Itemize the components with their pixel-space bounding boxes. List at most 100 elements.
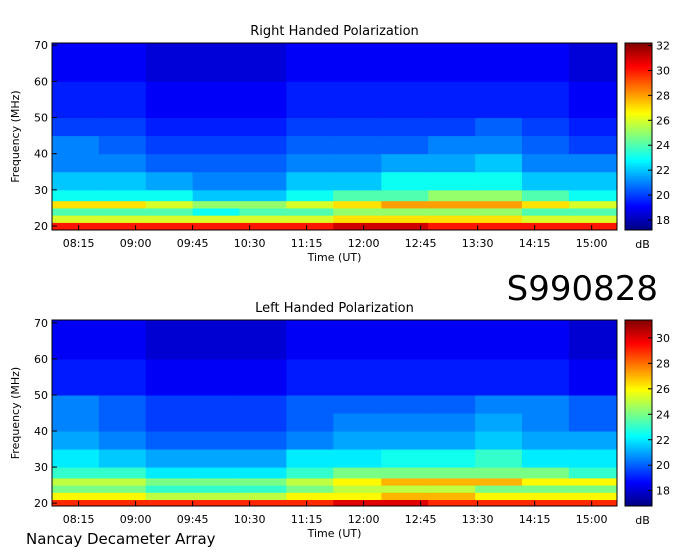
- colorbar-step: [625, 166, 652, 170]
- heat-cell: [192, 477, 240, 486]
- x-tick-label: 11:15: [291, 237, 323, 250]
- heat-cell: [52, 189, 100, 202]
- heat-cell: [475, 171, 523, 191]
- colorbar-tick-label: 26: [656, 383, 670, 396]
- heat-cell: [475, 189, 523, 202]
- colorbar-step: [625, 461, 652, 465]
- heat-cell: [52, 215, 100, 223]
- heat-cell: [286, 467, 334, 479]
- colorbar-frame: [624, 42, 653, 231]
- colorbar-step: [625, 68, 652, 72]
- heat-cell: [192, 171, 240, 191]
- heat-cell: [192, 431, 240, 450]
- heat-cell: [521, 431, 570, 450]
- colorbar-step: [625, 396, 652, 400]
- heat-cell: [286, 449, 334, 468]
- colorbar-step: [625, 361, 652, 365]
- heat-cell: [192, 492, 240, 501]
- colorbar-step: [625, 71, 652, 74]
- heat-cell: [475, 485, 523, 493]
- heat-cell: [52, 449, 100, 468]
- heat-cell: [521, 222, 570, 231]
- heat-cell: [239, 358, 287, 396]
- x-tick-label: 13:30: [462, 513, 494, 526]
- colorbar-step: [625, 424, 652, 428]
- heat-cell: [475, 135, 523, 155]
- heat-cell: [521, 358, 570, 396]
- heat-cell: [428, 431, 476, 450]
- heat-cell: [52, 153, 100, 173]
- x-tick-label: 13:30: [462, 237, 494, 250]
- colorbar-step: [625, 478, 652, 481]
- colorbar-step: [625, 99, 652, 102]
- colorbar-step: [625, 347, 652, 351]
- y-tick-label: 50: [34, 112, 48, 125]
- colorbar-step: [625, 382, 652, 386]
- heat-cell: [475, 477, 523, 486]
- heat-cell: [381, 215, 429, 223]
- colorbar-step: [625, 176, 652, 180]
- heat-cell: [428, 485, 476, 493]
- heat-cell: [568, 215, 618, 223]
- heat-cell: [333, 449, 382, 468]
- heat-cell: [145, 117, 194, 137]
- colorbar-step: [625, 475, 652, 479]
- colorbar-step: [625, 487, 652, 491]
- colorbar-step: [625, 106, 652, 109]
- heat-cell: [568, 200, 618, 209]
- heat-cell: [286, 222, 334, 231]
- colorbar-step: [625, 452, 652, 456]
- heat-cell: [286, 81, 334, 119]
- heat-cell: [98, 215, 147, 223]
- heat-cell: [239, 477, 287, 486]
- x-tick-label: 12:00: [348, 513, 380, 526]
- heat-cell: [98, 200, 147, 209]
- heat-cell: [239, 467, 287, 479]
- colorbar-step: [625, 489, 652, 493]
- colorbar-step: [625, 82, 652, 86]
- colorbar-step: [625, 501, 652, 505]
- colorbar-step: [625, 108, 652, 112]
- heat-cell: [192, 320, 240, 360]
- colorbar-step: [625, 352, 652, 356]
- heat-cell: [52, 222, 100, 231]
- heat-cell: [521, 81, 570, 119]
- heat-cell: [521, 499, 570, 507]
- colorbar-step: [625, 66, 652, 70]
- colorbar-step: [625, 329, 652, 333]
- heat-cell: [521, 467, 570, 479]
- colorbar-step: [625, 466, 652, 470]
- heat-cell: [568, 320, 618, 360]
- colorbar-step: [625, 124, 652, 128]
- colorbar-label: dB: [635, 238, 650, 251]
- heat-cell: [381, 153, 429, 173]
- colorbar-step: [625, 457, 652, 460]
- y-tick-label: 60: [34, 75, 48, 88]
- x-tick-label: 09:45: [177, 513, 209, 526]
- heat-cell: [98, 431, 147, 450]
- heat-cell: [333, 477, 382, 486]
- colorbar-step: [625, 211, 652, 215]
- heat-cell: [145, 467, 194, 479]
- heat-cell: [568, 394, 618, 414]
- heat-cell: [521, 189, 570, 202]
- colorbar-step: [625, 215, 652, 219]
- y-tick-label: 30: [34, 184, 48, 197]
- x-tick-label: 08:15: [63, 237, 95, 250]
- heat-cell: [145, 171, 194, 191]
- heat-cell: [286, 135, 334, 155]
- heat-cell: [568, 153, 618, 173]
- heat-cell: [381, 81, 429, 119]
- colorbar-frame: [624, 319, 653, 507]
- colorbar-tick-label: 28: [656, 357, 670, 370]
- heat-cell: [521, 485, 570, 493]
- heat-cell: [381, 171, 429, 191]
- colorbar-step: [625, 204, 652, 208]
- heat-cell: [145, 200, 194, 209]
- heat-cell: [475, 81, 523, 119]
- colorbar-step: [625, 94, 652, 98]
- heat-cell: [192, 394, 240, 414]
- heat-cell: [286, 43, 334, 82]
- colorbar-step: [625, 422, 652, 426]
- heat-cell: [521, 207, 570, 216]
